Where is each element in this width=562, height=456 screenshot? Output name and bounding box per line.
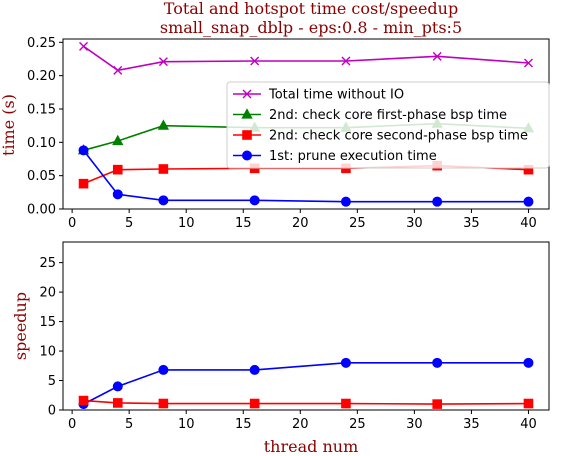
x-tick-label: 30 (406, 216, 423, 231)
x-tick-label: 25 (349, 216, 366, 231)
data-point (112, 164, 123, 175)
data-point (250, 56, 260, 66)
data-point (523, 58, 533, 68)
y-tick-label: 0.15 (27, 103, 56, 118)
y-tick-label: 0.20 (27, 69, 56, 84)
legend-entry: 1st: prune execution time (233, 149, 437, 164)
legend-marker (242, 150, 252, 161)
data-point (79, 41, 89, 51)
x-tick-label: 5 (125, 417, 133, 432)
data-point (113, 65, 123, 75)
x-tick-label: 40 (520, 216, 537, 231)
data-point (158, 398, 169, 409)
data-point (78, 145, 89, 156)
data-point (523, 196, 534, 207)
y-tick-label: 10 (39, 345, 56, 360)
data-point (158, 164, 169, 174)
series-speedup-0 (78, 357, 534, 410)
data-point (78, 178, 89, 189)
y-tick-label: 0.05 (27, 169, 56, 184)
y-tick-label: 0.10 (27, 136, 56, 151)
x-tick-label: 25 (349, 417, 366, 432)
series-line (83, 362, 529, 405)
speedup-plot: 0 5 10 15 20 25 30 35 40 0 5 10 15 20 25 (39, 241, 550, 432)
x-tick-label: 35 (463, 216, 480, 231)
data-point (112, 381, 123, 392)
x-tick-label: 0 (68, 417, 76, 432)
x-tick-label: 10 (178, 216, 195, 231)
data-point (112, 189, 123, 200)
data-point (158, 195, 169, 206)
x-tick-label: 30 (406, 417, 423, 432)
legend-label: 1st: prune execution time (269, 149, 437, 164)
x-tick-label: 35 (463, 417, 480, 432)
y-tick-label: 0.25 (27, 36, 56, 51)
data-point (341, 56, 351, 66)
legend-marker (242, 89, 252, 99)
series-line (83, 399, 529, 405)
data-point (432, 399, 442, 409)
legend-box (226, 81, 550, 169)
chart-subtitle: small_snap_dblp - eps:0.8 - min_pts:5 (160, 18, 462, 37)
data-point (432, 357, 443, 368)
chart-title: Total and hotspot time cost/speedup (164, 0, 458, 18)
legend-entry: Total time without IO (233, 88, 404, 103)
data-point (78, 395, 89, 406)
y-tick-label: 0 (48, 404, 56, 419)
series-line (83, 45, 529, 72)
y-tick-label: 25 (39, 256, 56, 271)
y-tick-label: 0.00 (27, 203, 56, 218)
legend-entry: 2nd: check core first-phase bsp time (233, 108, 507, 123)
series-1st-prune-execution-time (78, 145, 534, 207)
series-total-time-without-io (79, 41, 533, 75)
data-point (112, 398, 123, 408)
x-tick-label: 15 (235, 417, 252, 432)
x-tick-label: 0 (68, 216, 76, 231)
data-point (249, 364, 260, 375)
data-point (340, 357, 351, 368)
x-tick-label: 15 (235, 216, 252, 231)
legend-label: Total time without IO (268, 88, 404, 103)
data-point (249, 398, 260, 409)
x-tick-label: 5 (125, 216, 133, 231)
x-tick-label: 10 (178, 417, 195, 432)
x-tick-label: 20 (292, 417, 309, 432)
x-tick-label: 40 (520, 417, 537, 432)
time-plot: 0 5 10 15 20 25 30 35 40 0.00 0.05 0.10 0.15 0.20 0.25… (27, 36, 550, 231)
legend-marker (241, 108, 253, 119)
axes-frame (62, 241, 550, 411)
data-point (158, 57, 168, 67)
data-point (249, 195, 260, 206)
data-point (523, 398, 534, 409)
data-point (157, 119, 170, 130)
data-point (341, 398, 351, 409)
y-axis-label-time: time (s) (0, 94, 18, 156)
data-point (432, 196, 443, 207)
legend-label: 2nd: check core second-phase bsp time (269, 129, 528, 144)
data-point (432, 51, 442, 61)
y-tick-label: 15 (39, 315, 56, 330)
y-tick-label: 5 (48, 374, 56, 389)
data-point (112, 134, 124, 146)
x-axis-label: thread num (264, 437, 359, 456)
data-point (158, 364, 169, 375)
y-tick-label: 20 (39, 286, 56, 301)
legend-label: 2nd: check core first-phase bsp time (269, 108, 507, 123)
legend-entry: 2nd: check core second-phase bsp time (233, 129, 528, 144)
legend-marker (242, 130, 252, 140)
x-tick-label: 20 (292, 216, 309, 231)
data-point (523, 357, 534, 368)
data-point (340, 196, 351, 207)
series-speedup-1 (78, 395, 534, 409)
y-axis-label-speedup: speedup (11, 292, 30, 360)
legend: Total time without IO 2nd: check core fir… (226, 81, 550, 169)
